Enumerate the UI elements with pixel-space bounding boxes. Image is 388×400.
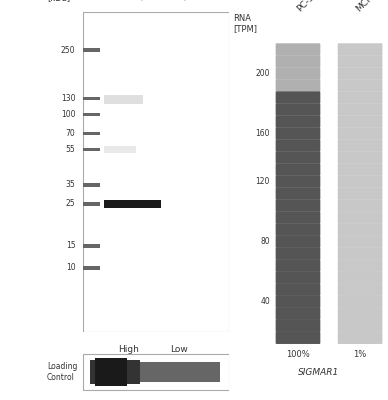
FancyBboxPatch shape <box>338 236 383 248</box>
FancyBboxPatch shape <box>338 103 383 116</box>
Text: 80: 80 <box>260 237 270 246</box>
Text: 120: 120 <box>256 177 270 186</box>
FancyBboxPatch shape <box>338 200 383 212</box>
Bar <box>83 97 100 100</box>
FancyBboxPatch shape <box>275 332 320 344</box>
Bar <box>83 132 100 135</box>
Text: 55: 55 <box>66 145 75 154</box>
FancyBboxPatch shape <box>275 188 320 200</box>
Text: PC-3: PC-3 <box>136 0 157 2</box>
FancyBboxPatch shape <box>338 260 383 272</box>
FancyBboxPatch shape <box>338 91 383 104</box>
FancyBboxPatch shape <box>95 358 127 386</box>
FancyBboxPatch shape <box>275 284 320 296</box>
FancyBboxPatch shape <box>338 188 383 200</box>
FancyBboxPatch shape <box>338 224 383 236</box>
FancyBboxPatch shape <box>83 12 229 332</box>
Text: 130: 130 <box>61 94 75 103</box>
Text: 25: 25 <box>66 200 75 208</box>
FancyBboxPatch shape <box>275 79 320 92</box>
FancyBboxPatch shape <box>338 139 383 152</box>
FancyBboxPatch shape <box>275 212 320 224</box>
FancyBboxPatch shape <box>90 360 140 384</box>
FancyBboxPatch shape <box>275 152 320 164</box>
FancyBboxPatch shape <box>275 320 320 332</box>
FancyBboxPatch shape <box>338 320 383 332</box>
Text: 15: 15 <box>66 241 75 250</box>
FancyBboxPatch shape <box>338 176 383 188</box>
Text: MCF-7: MCF-7 <box>179 0 205 2</box>
Text: High: High <box>118 345 139 354</box>
FancyBboxPatch shape <box>275 260 320 272</box>
Bar <box>83 266 100 270</box>
FancyBboxPatch shape <box>338 272 383 284</box>
FancyBboxPatch shape <box>338 55 383 68</box>
FancyBboxPatch shape <box>275 200 320 212</box>
Text: 160: 160 <box>256 129 270 138</box>
FancyBboxPatch shape <box>275 296 320 308</box>
FancyBboxPatch shape <box>338 115 383 128</box>
FancyBboxPatch shape <box>275 248 320 260</box>
FancyBboxPatch shape <box>275 308 320 320</box>
FancyBboxPatch shape <box>338 43 383 56</box>
FancyBboxPatch shape <box>140 362 220 382</box>
FancyBboxPatch shape <box>104 146 136 154</box>
Bar <box>83 113 100 116</box>
FancyBboxPatch shape <box>275 224 320 236</box>
FancyBboxPatch shape <box>338 79 383 92</box>
FancyBboxPatch shape <box>275 272 320 284</box>
Text: 10: 10 <box>66 264 75 272</box>
FancyBboxPatch shape <box>275 91 320 104</box>
Bar <box>83 244 100 248</box>
FancyBboxPatch shape <box>275 115 320 128</box>
FancyBboxPatch shape <box>83 354 229 390</box>
Text: 250: 250 <box>61 46 75 55</box>
FancyBboxPatch shape <box>275 43 320 56</box>
Text: 70: 70 <box>66 129 75 138</box>
FancyBboxPatch shape <box>338 152 383 164</box>
FancyBboxPatch shape <box>338 164 383 176</box>
FancyBboxPatch shape <box>275 55 320 68</box>
FancyBboxPatch shape <box>338 67 383 80</box>
Text: PC-3: PC-3 <box>295 0 316 14</box>
Text: [kDa]: [kDa] <box>47 0 70 2</box>
FancyBboxPatch shape <box>104 200 161 208</box>
FancyBboxPatch shape <box>338 284 383 296</box>
Bar <box>83 48 100 52</box>
FancyBboxPatch shape <box>338 296 383 308</box>
Text: 100%: 100% <box>286 350 310 359</box>
Text: RNA
[TPM]: RNA [TPM] <box>233 14 257 33</box>
Text: MCF-7: MCF-7 <box>354 0 380 14</box>
FancyBboxPatch shape <box>275 236 320 248</box>
Text: 35: 35 <box>66 180 75 189</box>
Text: Low: Low <box>170 345 188 354</box>
FancyBboxPatch shape <box>338 308 383 320</box>
FancyBboxPatch shape <box>275 67 320 80</box>
Text: SIGMAR1: SIGMAR1 <box>298 368 339 377</box>
Bar <box>83 183 100 187</box>
Text: Loading
Control: Loading Control <box>47 362 77 382</box>
Text: 200: 200 <box>256 69 270 78</box>
FancyBboxPatch shape <box>338 248 383 260</box>
Text: 1%: 1% <box>353 350 367 359</box>
Bar <box>83 202 100 206</box>
FancyBboxPatch shape <box>275 139 320 152</box>
FancyBboxPatch shape <box>338 212 383 224</box>
FancyBboxPatch shape <box>275 103 320 116</box>
FancyBboxPatch shape <box>104 94 143 104</box>
FancyBboxPatch shape <box>338 127 383 140</box>
FancyBboxPatch shape <box>275 127 320 140</box>
Bar <box>83 148 100 151</box>
FancyBboxPatch shape <box>275 176 320 188</box>
FancyBboxPatch shape <box>338 332 383 344</box>
Text: 100: 100 <box>61 110 75 119</box>
Text: 40: 40 <box>260 297 270 306</box>
FancyBboxPatch shape <box>275 164 320 176</box>
